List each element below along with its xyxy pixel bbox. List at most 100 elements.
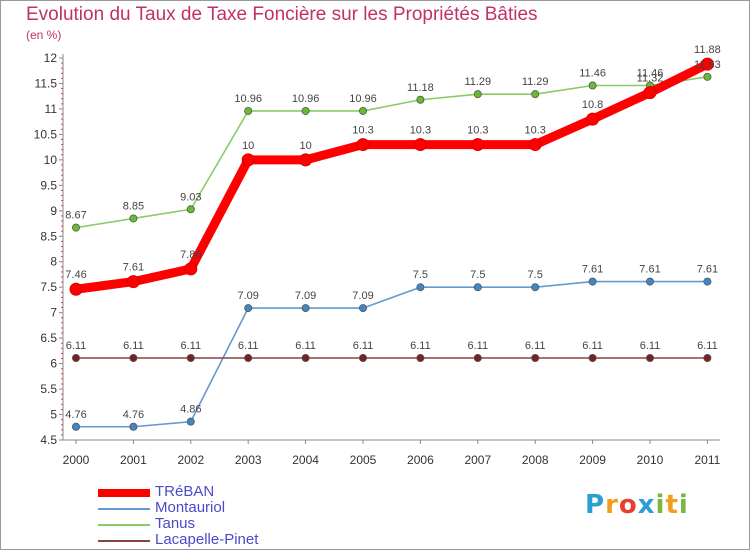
x-tick-label: 2009 [579, 453, 606, 467]
data-point-tanus [129, 214, 138, 223]
logo-letter: P [585, 490, 606, 520]
y-tick-label: 7 [50, 306, 57, 320]
data-label-lacapelle-pinet: 6.11 [697, 340, 718, 352]
data-label-treban: 7.46 [65, 269, 86, 281]
y-tick-label: 8 [50, 255, 57, 269]
data-label-lacapelle-pinet: 6.11 [66, 340, 87, 352]
data-label-tanus: 8.85 [123, 200, 144, 212]
y-tick-label: 5 [50, 408, 57, 422]
legend-swatch-treban [98, 489, 150, 497]
data-point-lacapelle-pinet [473, 353, 482, 362]
data-point-montauriol [646, 277, 655, 286]
data-label-tanus: 11.18 [407, 82, 434, 94]
data-point-tanus [72, 223, 81, 232]
x-tick-label: 2008 [522, 453, 549, 467]
legend-label-montauriol: Montauriol [155, 499, 226, 516]
data-label-tanus: 10.96 [292, 93, 320, 105]
x-tick-label: 2002 [177, 453, 204, 467]
y-tick-label: 4.5 [40, 433, 57, 447]
data-label-montauriol: 7.09 [237, 290, 258, 302]
data-label-tanus: 10.96 [349, 93, 377, 105]
legend-item-tanus[interactable]: Tanus [98, 515, 338, 532]
logo-letter: o [618, 490, 638, 520]
data-point-montauriol [301, 304, 310, 313]
y-tick-label: 10 [44, 153, 58, 167]
y-tick-label: 6 [50, 357, 57, 371]
y-tick-label: 8.5 [40, 229, 57, 243]
data-point-tanus [416, 95, 425, 104]
data-point-montauriol [473, 283, 482, 292]
data-label-montauriol: 7.61 [697, 264, 718, 276]
data-point-montauriol [244, 304, 253, 313]
data-point-lacapelle-pinet [531, 353, 540, 362]
legend-item-montauriol[interactable]: Montauriol [98, 499, 338, 516]
data-point-lacapelle-pinet [416, 353, 425, 362]
legend-item-lacapelle-pinet[interactable]: Lacapelle-Pinet [98, 531, 338, 548]
y-tick-label: 7.5 [40, 280, 57, 294]
logo-letter: i [678, 490, 689, 520]
data-label-tanus: 11.29 [464, 76, 491, 88]
data-label-treban: 10.3 [524, 125, 545, 137]
data-point-tanus [588, 81, 597, 90]
logo-letter: x [637, 490, 656, 520]
data-label-tanus: 11.46 [637, 68, 664, 80]
data-label-lacapelle-pinet: 6.11 [353, 340, 374, 352]
data-point-montauriol [72, 422, 81, 431]
data-label-tanus: 11.63 [694, 59, 721, 71]
data-label-treban: 7.86 [180, 249, 201, 261]
data-point-montauriol [588, 277, 597, 286]
data-label-treban: 10 [242, 140, 254, 152]
data-label-lacapelle-pinet: 6.11 [640, 340, 661, 352]
logo-letter: t [665, 490, 679, 520]
data-point-montauriol [186, 417, 195, 426]
data-point-treban [356, 138, 370, 152]
data-label-montauriol: 7.61 [582, 264, 603, 276]
data-point-montauriol [129, 422, 138, 431]
data-point-treban [700, 57, 714, 71]
data-label-tanus: 11.29 [522, 76, 549, 88]
x-tick-label: 2003 [235, 453, 262, 467]
data-label-montauriol: 7.5 [528, 269, 543, 281]
data-label-montauriol: 4.86 [180, 404, 201, 416]
legend-label-tanus: Tanus [155, 515, 196, 532]
data-point-lacapelle-pinet [703, 353, 712, 362]
data-label-treban: 11.32 [637, 73, 664, 85]
data-label-treban: 10.3 [410, 125, 431, 137]
data-point-treban [241, 153, 255, 167]
data-label-montauriol: 7.5 [470, 269, 485, 281]
x-tick-label: 2004 [292, 453, 319, 467]
data-label-tanus: 9.03 [180, 191, 201, 203]
data-point-lacapelle-pinet [588, 353, 597, 362]
data-label-tanus: 10.96 [234, 93, 262, 105]
y-tick-label: 5.5 [40, 382, 57, 396]
legend-label-lacapelle-pinet: Lacapelle-Pinet [155, 531, 259, 548]
data-point-treban [586, 112, 600, 126]
data-label-montauriol: 7.5 [413, 269, 428, 281]
data-point-treban [528, 138, 542, 152]
data-point-treban [126, 275, 140, 289]
data-point-tanus [301, 106, 310, 115]
proxiti-logo[interactable]: Proxiti [585, 490, 689, 520]
data-label-montauriol: 7.09 [295, 290, 316, 302]
data-point-treban [413, 138, 427, 152]
data-label-treban: 10.8 [582, 99, 603, 111]
data-point-tanus [358, 106, 367, 115]
data-point-treban [643, 86, 657, 100]
data-label-treban: 11.88 [694, 44, 721, 56]
data-point-lacapelle-pinet [301, 353, 310, 362]
logo-letter: i [655, 490, 666, 520]
x-tick-label: 2007 [464, 453, 491, 467]
data-label-lacapelle-pinet: 6.11 [181, 340, 202, 352]
data-point-treban [471, 138, 485, 152]
data-label-montauriol: 4.76 [65, 409, 86, 421]
y-tick-label: 12 [44, 51, 58, 65]
data-point-treban [299, 153, 313, 167]
legend-swatch-montauriol [98, 508, 150, 510]
data-point-montauriol [703, 277, 712, 286]
data-point-lacapelle-pinet [186, 353, 195, 362]
data-label-lacapelle-pinet: 6.11 [123, 340, 144, 352]
data-point-lacapelle-pinet [244, 353, 253, 362]
series-line-tanus [75, 76, 709, 229]
legend-item-treban[interactable]: TRéBAN [98, 483, 338, 500]
